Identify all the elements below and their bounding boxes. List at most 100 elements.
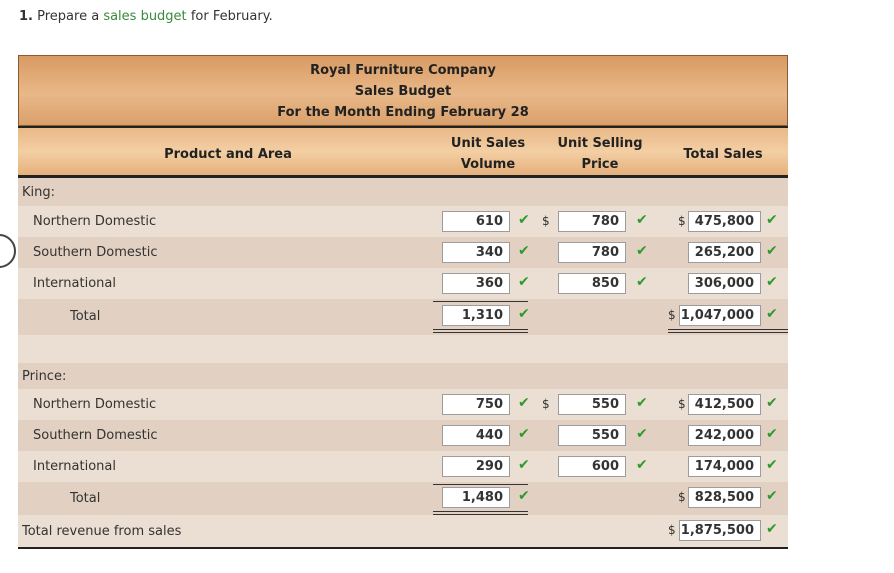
price-input[interactable]: 550	[558, 394, 626, 415]
area-label: Southern Domestic	[33, 245, 158, 260]
column-headers: Product and Area Unit Sales Volume Unit …	[18, 126, 788, 178]
grand-total-label: Total revenue from sales	[22, 524, 182, 539]
table-bottom-border	[18, 547, 788, 549]
grand-total-input[interactable]: 1,875,500	[679, 520, 761, 541]
currency-symbol: $	[668, 308, 676, 322]
currency-symbol: $	[678, 214, 686, 228]
price-input[interactable]: 780	[558, 211, 626, 232]
volume-input[interactable]: 290	[442, 456, 510, 477]
check-icon: ✔	[766, 457, 778, 473]
company-name: Royal Furniture Company	[310, 63, 496, 78]
section-label-prince: Prince:	[22, 369, 67, 384]
check-icon: ✔	[518, 488, 530, 504]
check-icon: ✔	[766, 488, 778, 504]
price-input[interactable]: 850	[558, 273, 626, 294]
section-row-king: King:	[18, 178, 788, 206]
total-sales-input[interactable]: 828,500	[688, 487, 761, 508]
total-sales-input[interactable]: 174,000	[688, 456, 761, 477]
price-input[interactable]: 600	[558, 456, 626, 477]
col-price-line2: Price	[581, 157, 619, 172]
total-sales-input[interactable]: 475,800	[688, 211, 761, 232]
check-icon: ✔	[518, 274, 530, 290]
volume-total-input[interactable]: 1,310	[442, 305, 510, 326]
col-volume-line2: Volume	[460, 157, 516, 172]
total-sales-input[interactable]: 242,000	[688, 425, 761, 446]
question-number: 1.	[19, 9, 33, 24]
table-row-grand-total: Total revenue from sales $ 1,875,500 ✔	[18, 515, 788, 547]
total-label: Total	[70, 309, 101, 324]
table-row: Southern Domestic 440 ✔ 550 ✔ 242,000 ✔	[18, 420, 788, 451]
section-row-prince: Prince:	[18, 363, 788, 389]
prompt-text-pre: Prepare a	[37, 9, 100, 24]
col-volume-line1: Unit Sales	[450, 136, 526, 151]
check-icon: ✔	[636, 274, 648, 290]
double-underline-bottom	[433, 332, 528, 333]
check-icon: ✔	[518, 243, 530, 259]
total-sales-input[interactable]: 306,000	[688, 273, 761, 294]
check-icon: ✔	[766, 306, 778, 322]
currency-symbol: $	[542, 397, 550, 411]
check-icon: ✔	[518, 212, 530, 228]
check-icon: ✔	[766, 274, 778, 290]
currency-symbol: $	[678, 397, 686, 411]
table-row: International 360 ✔ 850 ✔ 306,000 ✔	[18, 268, 788, 299]
check-icon: ✔	[766, 212, 778, 228]
double-underline-bottom	[668, 332, 788, 333]
check-icon: ✔	[766, 243, 778, 259]
navigation-circle-icon[interactable]	[0, 234, 16, 268]
check-icon: ✔	[518, 426, 530, 442]
col-product-area: Product and Area	[164, 147, 292, 162]
check-icon: ✔	[636, 426, 648, 442]
area-label: Northern Domestic	[33, 214, 157, 229]
check-icon: ✔	[636, 212, 648, 228]
check-icon: ✔	[518, 395, 530, 411]
volume-input[interactable]: 750	[442, 394, 510, 415]
section-label-king: King:	[22, 185, 56, 200]
spacer-row	[18, 335, 788, 363]
double-underline-top	[433, 511, 528, 512]
sales-budget-link[interactable]: sales budget	[103, 9, 187, 24]
currency-symbol: $	[542, 214, 550, 228]
table-row: Northern Domestic 750 ✔ $ 550 ✔ $ 412,50…	[18, 389, 788, 420]
budget-period: For the Month Ending February 28	[277, 105, 529, 120]
underline	[433, 484, 528, 485]
table-row-total: Total 1,310 ✔ $ 1,047,000 ✔	[18, 299, 788, 335]
col-total-sales: Total Sales	[683, 147, 763, 162]
total-sales-input[interactable]: 1,047,000	[679, 305, 761, 326]
check-icon: ✔	[636, 243, 648, 259]
area-label: Northern Domestic	[33, 397, 157, 412]
check-icon: ✔	[766, 521, 778, 537]
area-label: International	[33, 276, 116, 291]
budget-title: Sales Budget	[354, 84, 452, 99]
check-icon: ✔	[518, 457, 530, 473]
check-icon: ✔	[766, 395, 778, 411]
area-label: Southern Domestic	[33, 428, 158, 443]
check-icon: ✔	[766, 426, 778, 442]
table-row-total: Total 1,480 ✔ $ 828,500 ✔	[18, 482, 788, 515]
underline	[433, 301, 528, 302]
table-row: Southern Domestic 340 ✔ 780 ✔ 265,200 ✔	[18, 237, 788, 268]
volume-input[interactable]: 360	[442, 273, 510, 294]
total-sales-input[interactable]: 265,200	[688, 242, 761, 263]
sales-budget-table: Royal Furniture Company Sales Budget For…	[18, 55, 788, 549]
check-icon: ✔	[636, 457, 648, 473]
double-underline-bottom	[433, 514, 528, 515]
double-underline-top	[433, 329, 528, 330]
volume-input[interactable]: 610	[442, 211, 510, 232]
table-row: International 290 ✔ 600 ✔ 174,000 ✔	[18, 451, 788, 482]
price-input[interactable]: 780	[558, 242, 626, 263]
volume-total-input[interactable]: 1,480	[442, 487, 510, 508]
table-row: Northern Domestic 610 ✔ $ 780 ✔ $ 475,80…	[18, 206, 788, 237]
total-label: Total	[70, 491, 101, 506]
volume-input[interactable]: 340	[442, 242, 510, 263]
total-sales-input[interactable]: 412,500	[688, 394, 761, 415]
col-price-line1: Unit Selling	[557, 136, 643, 151]
volume-input[interactable]: 440	[442, 425, 510, 446]
budget-header: Royal Furniture Company Sales Budget For…	[18, 55, 788, 126]
check-icon: ✔	[518, 306, 530, 322]
question-prompt: 1. Prepare a sales budget for February.	[19, 9, 273, 24]
currency-symbol: $	[678, 490, 686, 504]
check-icon: ✔	[636, 395, 648, 411]
currency-symbol: $	[668, 523, 676, 537]
price-input[interactable]: 550	[558, 425, 626, 446]
